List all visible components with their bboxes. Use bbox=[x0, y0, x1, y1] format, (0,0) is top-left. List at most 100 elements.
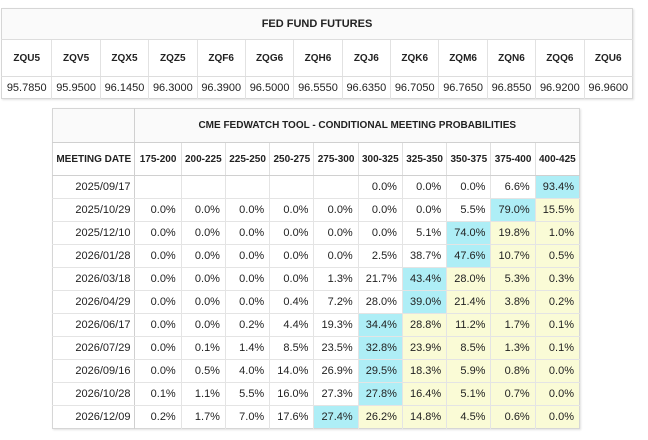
rate-range-header: 275-300 bbox=[313, 142, 359, 176]
probability-cell: 0.0% bbox=[181, 221, 226, 245]
probability-cell: 0.0% bbox=[269, 267, 315, 291]
futures-contract-price: 96.9200 bbox=[535, 76, 585, 99]
probability-cell: 4.4% bbox=[269, 313, 315, 337]
probability-cell: 28.0% bbox=[446, 267, 492, 291]
probability-cell: 19.3% bbox=[313, 313, 359, 337]
probability-cell: 0.0% bbox=[134, 244, 182, 268]
probability-cell: 0.0% bbox=[358, 221, 403, 245]
probability-cell: 0.0% bbox=[134, 359, 182, 383]
probability-cell bbox=[134, 175, 182, 199]
probability-cell bbox=[225, 175, 271, 199]
futures-header-row: ZQU5 ZQV5 ZQX5 ZQZ5 ZQF6 ZQG6 ZQH6 ZQJ6 ZQK6 ZQM6… bbox=[1, 39, 633, 77]
probability-cell: 14.0% bbox=[269, 359, 315, 383]
meeting-row: 2026/01/28 0.0% 0.0% 0.0% 0.0% 0.0% 2.5% 38.7% 4… bbox=[52, 244, 580, 268]
futures-contract-price: 96.6350 bbox=[341, 76, 391, 99]
probability-cell: 0.0% bbox=[225, 221, 271, 245]
probability-cell: 0.2% bbox=[134, 405, 182, 429]
probability-cell: 0.2% bbox=[225, 313, 271, 337]
probability-cell: 10.7% bbox=[490, 244, 536, 268]
probability-cell: 19.8% bbox=[490, 221, 536, 245]
probability-cell: 8.5% bbox=[446, 336, 492, 360]
probability-cell: 1.7% bbox=[490, 313, 536, 337]
probability-cell bbox=[269, 175, 315, 199]
probability-cell: 11.2% bbox=[446, 313, 492, 337]
meeting-date: 2025/10/29 bbox=[52, 198, 136, 222]
futures-contract-code: ZQF6 bbox=[196, 39, 246, 77]
probability-cell: 0.0% bbox=[313, 221, 359, 245]
probability-cell: 79.0% bbox=[490, 198, 536, 222]
meeting-date: 2026/01/28 bbox=[52, 244, 136, 268]
futures-contract-code: ZQG6 bbox=[244, 39, 294, 77]
probability-cell: 1.1% bbox=[181, 382, 226, 406]
futures-title: FED FUND FUTURES bbox=[1, 8, 633, 40]
probability-cell: 4.5% bbox=[446, 405, 492, 429]
probability-cell: 1.4% bbox=[225, 336, 271, 360]
probability-cell: 0.0% bbox=[313, 244, 359, 268]
probability-cell: 18.3% bbox=[402, 359, 448, 383]
futures-contract-price: 96.9600 bbox=[583, 76, 633, 99]
meeting-row: 2026/06/17 0.0% 0.0% 0.2% 4.4% 19.3% 34.4% 28.8… bbox=[52, 313, 580, 337]
probability-cell: 28.0% bbox=[358, 290, 403, 314]
probability-cell: 0.0% bbox=[134, 267, 182, 291]
probability-cell: 43.4% bbox=[402, 267, 448, 291]
meeting-row: 2026/03/18 0.0% 0.0% 0.0% 0.0% 1.3% 21.7% 43.4%… bbox=[52, 267, 580, 291]
probability-cell: 32.8% bbox=[358, 336, 403, 360]
futures-contract-price: 96.3000 bbox=[148, 76, 198, 99]
probability-cell: 0.2% bbox=[535, 290, 580, 314]
probability-cell: 1.7% bbox=[181, 405, 226, 429]
probability-cell: 0.0% bbox=[181, 198, 226, 222]
rate-range-header: 200-225 bbox=[181, 142, 226, 176]
futures-contract-price: 96.5000 bbox=[244, 76, 294, 99]
probability-cell: 0.5% bbox=[181, 359, 226, 383]
probability-cell: 0.0% bbox=[134, 221, 182, 245]
probability-cell: 0.0% bbox=[402, 175, 448, 199]
probability-cell bbox=[181, 175, 226, 199]
probability-cell: 2.5% bbox=[358, 244, 403, 268]
meeting-row: 2025/12/10 0.0% 0.0% 0.0% 0.0% 0.0% 0.0% 5.1% 74… bbox=[52, 221, 580, 245]
futures-contract-code: ZQM6 bbox=[438, 39, 488, 77]
probability-cell: 0.0% bbox=[181, 267, 226, 291]
probability-cell: 5.3% bbox=[490, 267, 536, 291]
rate-range-header: 250-275 bbox=[269, 142, 315, 176]
probability-cell: 17.6% bbox=[269, 405, 315, 429]
probability-cell: 27.3% bbox=[313, 382, 359, 406]
probability-cell: 29.5% bbox=[358, 359, 403, 383]
probability-cell: 0.0% bbox=[269, 221, 315, 245]
probability-cell: 0.0% bbox=[134, 313, 182, 337]
probability-cell: 26.9% bbox=[313, 359, 359, 383]
probability-cell: 0.0% bbox=[313, 198, 359, 222]
probability-cell: 16.4% bbox=[402, 382, 448, 406]
probability-cell: 0.0% bbox=[134, 198, 182, 222]
futures-contract-code: ZQZ5 bbox=[148, 39, 198, 77]
futures-contract-code: ZQK6 bbox=[390, 39, 439, 77]
probability-cell: 4.0% bbox=[225, 359, 271, 383]
futures-contract-price: 96.5550 bbox=[293, 76, 343, 99]
probability-cell: 7.2% bbox=[313, 290, 359, 314]
meeting-date: 2026/03/18 bbox=[52, 267, 136, 291]
probability-cell: 16.0% bbox=[269, 382, 315, 406]
futures-contract-code: ZQX5 bbox=[99, 39, 149, 77]
meeting-row: 2025/09/17 0.0% 0.0% 0.0% 6.6% 93.4% bbox=[52, 175, 580, 199]
probability-cell: 0.5% bbox=[535, 244, 580, 268]
probability-cell: 27.8% bbox=[358, 382, 403, 406]
probability-cell: 0.0% bbox=[358, 198, 403, 222]
probability-cell: 8.5% bbox=[269, 336, 315, 360]
probability-cell: 26.2% bbox=[358, 405, 403, 429]
probability-cell: 93.4% bbox=[535, 175, 580, 199]
probability-cell: 0.0% bbox=[535, 359, 580, 383]
probability-cell: 39.0% bbox=[402, 290, 448, 314]
probability-cell: 47.6% bbox=[446, 244, 492, 268]
meeting-row: 2026/12/09 0.2% 1.7% 7.0% 17.6% 27.4% 26.2% 14.… bbox=[52, 405, 580, 429]
meeting-date: 2025/09/17 bbox=[52, 175, 136, 199]
probability-cell: 0.0% bbox=[358, 175, 403, 199]
probability-cell: 0.0% bbox=[181, 313, 226, 337]
probability-cell: 0.0% bbox=[134, 336, 182, 360]
probability-cell: 0.6% bbox=[490, 405, 536, 429]
rate-range-header: 375-400 bbox=[490, 142, 536, 176]
futures-contract-code: ZQQ6 bbox=[535, 39, 585, 77]
probability-cell: 5.5% bbox=[446, 198, 492, 222]
probability-cell: 23.9% bbox=[402, 336, 448, 360]
futures-contract-code: ZQH6 bbox=[293, 39, 343, 77]
meeting-date: 2026/10/28 bbox=[52, 382, 136, 406]
probability-cell: 5.1% bbox=[446, 382, 492, 406]
